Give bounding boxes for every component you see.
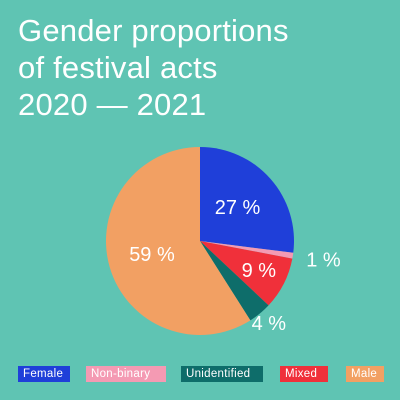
legend-label: Male — [351, 368, 378, 380]
data-label-unidentified: 4 % — [252, 313, 287, 335]
title-line: 2020 — 2021 — [18, 87, 207, 122]
title-line: Gender proportions — [18, 13, 289, 48]
data-label-non-binary: 1 % — [306, 250, 341, 272]
pie-slice-female — [200, 147, 294, 253]
legend-item-female: Female — [18, 366, 70, 382]
data-label-female: 27 % — [215, 197, 261, 219]
legend-item-mixed: Mixed — [280, 366, 328, 382]
legend-label: Unidentified — [186, 368, 251, 380]
pie-slice-mixed — [200, 241, 293, 306]
legend-item-non-binary: Non-binary — [86, 366, 166, 382]
pie-slice-non-binary — [200, 241, 294, 259]
legend-label: Female — [23, 368, 64, 380]
chart-title: Gender proportions of festival acts 2020… — [18, 12, 388, 123]
legend: Female Non-binary Unidentified Mixed Mal… — [18, 366, 384, 382]
legend-item-male: Male — [346, 366, 384, 382]
data-label-male: 59 % — [129, 244, 175, 266]
legend-label: Non-binary — [91, 368, 151, 380]
legend-item-unidentified: Unidentified — [181, 366, 263, 382]
pie-slice-male — [105, 147, 251, 335]
legend-label: Mixed — [285, 368, 318, 380]
pie-slice-unidentified — [200, 241, 269, 321]
title-line: of festival acts — [18, 50, 218, 85]
data-label-mixed: 9 % — [242, 260, 277, 282]
